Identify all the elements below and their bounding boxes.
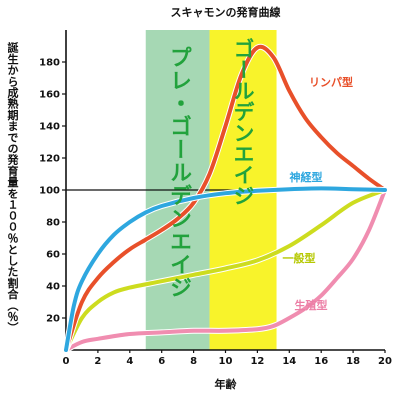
x-tick-label: 8 bbox=[190, 356, 197, 367]
series-label-reproductive: 生殖型 bbox=[295, 298, 328, 312]
axes: 20 40 60 80 100 120 140 160 180 0 2 4 6 8 10 12 14 16 18 20 bbox=[39, 30, 392, 367]
x-tick-label: 6 bbox=[158, 356, 165, 367]
y-tick-label: 20 bbox=[46, 314, 60, 325]
y-tick-label: 40 bbox=[46, 282, 60, 293]
x-tick-label: 16 bbox=[314, 356, 328, 367]
y-tick-label: 120 bbox=[39, 154, 60, 165]
x-axis-label: 年齢 bbox=[214, 378, 237, 391]
curve-lymphoid bbox=[64, 44, 387, 352]
x-tick-label: 18 bbox=[346, 356, 360, 367]
series-label-neural: 神経型 bbox=[290, 170, 323, 184]
x-tick-label: 12 bbox=[250, 356, 264, 367]
x-tick-label: 4 bbox=[126, 356, 133, 367]
series-label-general: 一般型 bbox=[283, 251, 316, 265]
band-label-golden-age: ゴールデンエイジ bbox=[231, 38, 255, 206]
curve-reproductive bbox=[64, 188, 387, 352]
x-tick-label: 14 bbox=[282, 356, 296, 367]
curve-general bbox=[64, 188, 387, 352]
y-tick-label: 180 bbox=[39, 58, 60, 69]
y-axis-label: 誕生から成熟期までの発育量を１００％とした割合（％） bbox=[6, 42, 19, 334]
y-tick-label: 160 bbox=[39, 90, 60, 101]
x-tick-label: 20 bbox=[378, 356, 392, 367]
y-tick-label: 60 bbox=[46, 250, 60, 261]
y-tick-label: 140 bbox=[39, 122, 60, 133]
x-tick-label: 0 bbox=[63, 356, 70, 367]
growth-curves bbox=[63, 43, 388, 353]
chart-title: スキャモンの発育曲線 bbox=[170, 6, 281, 19]
x-tick-label: 2 bbox=[94, 356, 101, 367]
x-tick-label: 10 bbox=[219, 356, 233, 367]
band-label-pre-golden-age: プレ・ゴールデンエイジ bbox=[166, 46, 191, 299]
y-tick-label: 80 bbox=[46, 218, 60, 229]
series-label-lymphoid: リンパ型 bbox=[309, 75, 353, 89]
y-tick-label: 100 bbox=[39, 186, 60, 197]
curve-neural bbox=[64, 186, 387, 352]
